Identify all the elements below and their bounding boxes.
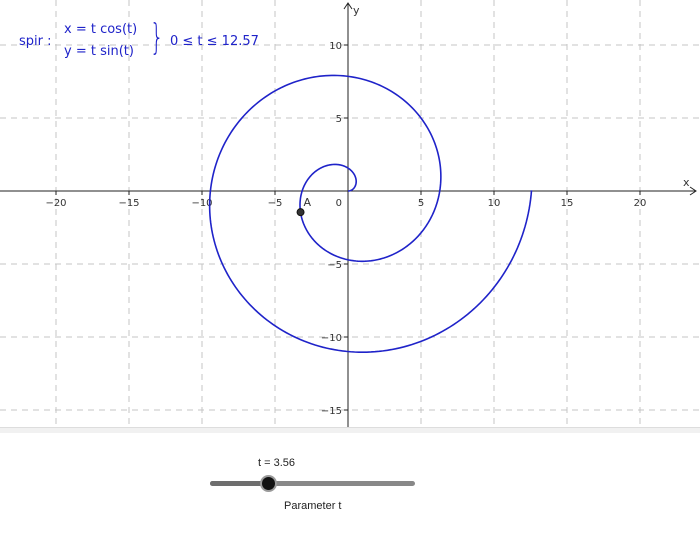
x-axis-arrow — [689, 186, 697, 196]
spiral-curve — [208, 74, 533, 353]
panel-divider — [0, 427, 700, 433]
x-equation: x = t cos(t) — [64, 22, 138, 37]
x-tick-label: −10 — [191, 198, 212, 209]
x-axis-label: x — [683, 176, 690, 189]
y-axis-arrow — [343, 2, 353, 10]
brace-glyph: } — [150, 17, 164, 58]
slider-panel: t = 3.56 Parameter t — [0, 433, 700, 540]
y-axis-label: y — [353, 4, 360, 17]
point-a-label: A — [304, 196, 312, 209]
x-tick-label: 15 — [561, 198, 574, 209]
point-a[interactable] — [296, 208, 305, 217]
slider-value-label: t = 3.56 — [258, 457, 296, 469]
y-tick-label: 10 — [329, 41, 342, 52]
curve-definition: spir : x = t cos(t) y = t sin(t) } 0 ≤ t… — [0, 18, 270, 66]
parameter-range: 0 ≤ t ≤ 12.57 — [170, 34, 259, 49]
slider-caption: Parameter t — [284, 500, 342, 512]
y-equation: y = t sin(t) — [64, 44, 134, 59]
y-tick-label: −10 — [321, 333, 342, 344]
x-tick-label: 10 — [488, 198, 501, 209]
x-tick-label: 5 — [418, 198, 424, 209]
x-tick-label: −20 — [45, 198, 66, 209]
y-tick-label: 5 — [336, 114, 342, 125]
y-tick-label: −15 — [321, 406, 342, 417]
slider-handle[interactable] — [260, 475, 278, 492]
y-tick-label: −5 — [327, 260, 342, 271]
x-tick-label: −5 — [268, 198, 283, 209]
x-tick-label: 20 — [634, 198, 647, 209]
plot-canvas[interactable]: −20 −15 −10 −5 5 10 15 20 −15 −10 −5 5 10 0 x y A — [0, 0, 700, 427]
slider-fill — [210, 481, 269, 486]
curve-name-text: spir — [19, 34, 43, 49]
graphics-view[interactable]: −20 −15 −10 −5 5 10 15 20 −15 −10 −5 5 10 0 x y A spir :… — [0, 0, 700, 427]
x-tick-label: −15 — [118, 198, 139, 209]
curve-name: spir : — [19, 34, 52, 49]
slider-track[interactable] — [210, 475, 415, 492]
origin-label: 0 — [336, 198, 342, 209]
